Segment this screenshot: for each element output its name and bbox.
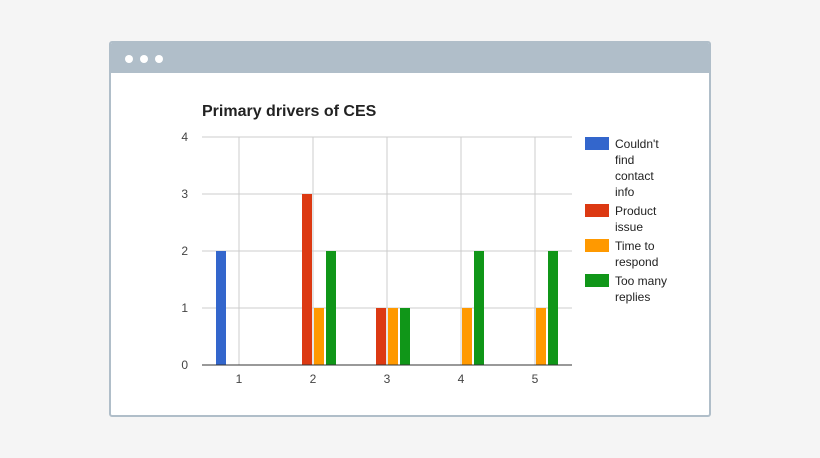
y-tick-label: 4 xyxy=(181,130,188,144)
x-tick-label: 1 xyxy=(236,372,243,386)
chart-window: Primary drivers of CES 0 1 2 3 4 1 2 3 4 5 Couldn… xyxy=(109,41,711,417)
x-tick-label: 3 xyxy=(384,372,391,386)
legend-label: Couldn't find contact info xyxy=(615,137,659,199)
chart-title: Primary drivers of CES xyxy=(202,103,377,120)
bar-series-3-cat-3 xyxy=(388,308,398,365)
window-titlebar xyxy=(111,43,709,73)
bar-series-3-cat-2 xyxy=(314,308,324,365)
legend-label: Product issue xyxy=(615,204,657,234)
legend-swatch xyxy=(585,274,609,287)
chart-bars xyxy=(216,194,558,365)
bar-series-1-cat-1 xyxy=(216,251,226,365)
legend-label: Too many replies xyxy=(615,274,667,304)
legend-swatch xyxy=(585,239,609,252)
bar-series-2-cat-2 xyxy=(302,194,312,365)
chart-legend: Couldn't find contact info Product issue Time … xyxy=(585,137,667,304)
window-dot-2 xyxy=(140,55,148,63)
chart-grid xyxy=(202,136,572,365)
bar-series-4-cat-2 xyxy=(326,251,336,365)
window-dot-3 xyxy=(155,55,163,63)
legend-swatch xyxy=(585,204,609,217)
bar-series-4-cat-4 xyxy=(474,251,484,365)
chart-axes: 0 1 2 3 4 1 2 3 4 5 xyxy=(181,130,572,386)
legend-label: Time to respond xyxy=(615,239,658,269)
bar-series-2-cat-3 xyxy=(376,308,386,365)
y-tick-label: 3 xyxy=(181,187,188,201)
x-tick-label: 2 xyxy=(310,372,317,386)
x-tick-label: 5 xyxy=(532,372,539,386)
x-tick-label: 4 xyxy=(458,372,465,386)
y-tick-label: 0 xyxy=(181,358,188,372)
bar-series-4-cat-5 xyxy=(548,251,558,365)
window-dot-1 xyxy=(125,55,133,63)
bar-series-3-cat-4 xyxy=(462,308,472,365)
y-tick-label: 2 xyxy=(181,244,188,258)
bar-chart: Primary drivers of CES 0 1 2 3 4 1 2 3 4 5 Couldn… xyxy=(181,103,667,386)
bar-series-3-cat-5 xyxy=(536,308,546,365)
y-tick-label: 1 xyxy=(181,301,188,315)
legend-swatch xyxy=(585,137,609,150)
bar-series-4-cat-3 xyxy=(400,308,410,365)
